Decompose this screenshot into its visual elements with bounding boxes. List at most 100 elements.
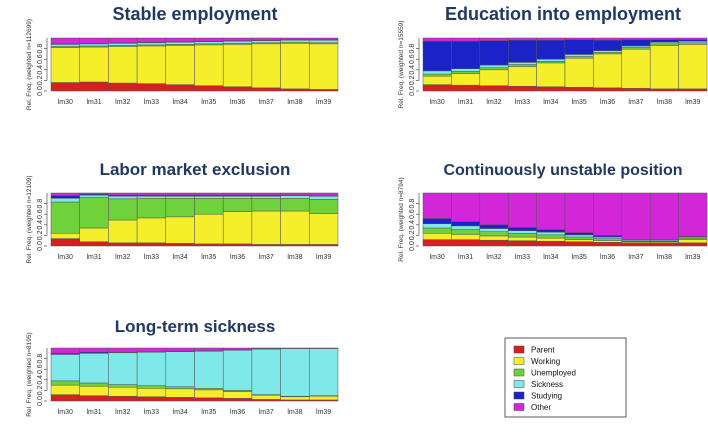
bar-segment-other-lm31 — [451, 37, 481, 42]
bar-segment-other-lm37 — [251, 347, 281, 349]
bar-segment-working-lm37 — [251, 210, 281, 245]
bar-segment-parent-lm33 — [507, 240, 537, 247]
y-tick-label: 0.6 — [409, 54, 416, 64]
bar-segment-unemployed-lm32 — [108, 198, 138, 221]
legend-label-unemployed: Unemployed — [531, 369, 576, 378]
x-tick-label: lm33 — [144, 409, 159, 416]
legend-swatch-other — [513, 403, 525, 411]
bar-segment-unemployed-lm32 — [108, 384, 138, 388]
x-tick-label: lm36 — [600, 254, 615, 261]
bar-segment-working-lm32 — [108, 219, 138, 244]
bar-segment-sickness-lm39 — [309, 348, 339, 396]
bar-segment-sickness-lm37 — [251, 195, 281, 199]
bar-segment-other-lm33 — [136, 347, 167, 352]
bar-segment-studying-lm30 — [422, 40, 452, 72]
panel-title: Education into employment — [445, 4, 681, 24]
x-tick-label: lm32 — [486, 254, 501, 261]
bar-segment-working-lm31 — [451, 234, 481, 240]
bar-segment-other-lm34 — [536, 192, 566, 230]
x-tick-label: lm39 — [316, 99, 331, 106]
bar-segment-other-lm30 — [422, 192, 452, 219]
bar-segment-parent-lm35 — [564, 241, 594, 247]
bar-segment-other-lm34 — [165, 347, 195, 352]
y-axis-label: Rel. Freq. (weighted n=12109) — [26, 176, 33, 264]
bar-segment-studying-lm30 — [422, 218, 452, 224]
x-tick-label: lm32 — [115, 409, 130, 416]
x-tick-label: lm32 — [486, 99, 501, 106]
bar-segment-parent-lm39 — [678, 88, 708, 92]
bar-segment-parent-lm34 — [165, 243, 195, 247]
y-tick-label: 0.4 — [409, 220, 416, 230]
bar-segment-working-lm37 — [621, 48, 651, 89]
bar-segment-other-lm38 — [280, 192, 310, 196]
bar-segment-sickness-lm37 — [251, 40, 281, 44]
bar-segment-other-lm38 — [280, 347, 310, 349]
y-tick-label: 0.6 — [37, 364, 44, 374]
bar-segment-other-lm32 — [108, 192, 138, 196]
bar-segment-parent-lm32 — [108, 242, 138, 247]
bar-segment-other-lm39 — [678, 192, 708, 237]
x-tick-label: lm35 — [572, 254, 587, 261]
x-tick-label: lm31 — [86, 99, 101, 106]
bar-segment-other-lm37 — [251, 37, 281, 41]
bar-segment-other-lm32 — [479, 37, 509, 41]
x-tick-label: lm38 — [657, 99, 672, 106]
bar-segment-parent-lm37 — [251, 87, 281, 92]
bar-segment-studying-lm34 — [536, 39, 566, 60]
bar-segment-other-lm35 — [564, 37, 594, 40]
x-tick-label: lm37 — [259, 409, 274, 416]
bar-segment-other-lm31 — [79, 347, 109, 353]
bar-segment-sickness-lm34 — [165, 351, 195, 387]
x-tick-label: lm38 — [287, 99, 302, 106]
bar-segment-unemployed-lm34 — [165, 198, 195, 218]
bar-segment-other-lm32 — [108, 347, 138, 353]
legend-label-working: Working — [531, 357, 560, 366]
bar-segment-parent-lm30 — [50, 238, 80, 247]
bar-segment-working-lm38 — [649, 45, 679, 90]
bar-segment-parent-lm31 — [79, 395, 109, 402]
legend: Parent Working Unemployed Sickness Studying O… — [504, 337, 627, 418]
bar-segment-studying-lm33 — [507, 39, 537, 63]
bar-segment-unemployed-lm36 — [593, 238, 623, 241]
bar-segment-studying-lm35 — [564, 232, 594, 236]
bar-segment-other-lm37 — [621, 192, 651, 240]
bar-segment-sickness-lm38 — [280, 195, 310, 199]
bar-segment-studying-lm31 — [451, 40, 481, 69]
bar-segment-parent-lm36 — [222, 86, 253, 92]
x-tick-label: lm33 — [144, 254, 159, 261]
bar-segment-working-lm36 — [222, 211, 253, 245]
y-tick-label: 0.0 — [37, 86, 44, 96]
bar-segment-sickness-lm32 — [479, 64, 509, 68]
x-tick-label: lm34 — [173, 254, 188, 261]
bar-segment-other-lm31 — [451, 192, 481, 222]
panel-title: Stable employment — [112, 4, 277, 24]
bar-segment-other-lm33 — [507, 192, 537, 228]
bar-segment-working-lm39 — [678, 44, 708, 90]
bar-segment-parent-lm35 — [564, 87, 594, 92]
bar-segment-sickness-lm36 — [222, 349, 253, 391]
bar-segment-working-lm36 — [222, 44, 253, 88]
bar-segment-sickness-lm33 — [507, 230, 537, 234]
bar-segment-working-lm31 — [79, 385, 109, 396]
x-tick-label: lm31 — [458, 99, 473, 106]
bar-segment-unemployed-lm35 — [564, 236, 594, 240]
y-tick-label: 0.0 — [37, 241, 44, 251]
y-tick-label: 0.4 — [409, 65, 416, 75]
bar-segment-other-lm35 — [194, 37, 224, 42]
bar-segment-sickness-lm31 — [79, 43, 109, 47]
x-tick-label: lm32 — [115, 99, 130, 106]
x-tick-label: lm35 — [201, 254, 216, 261]
bar-segment-working-lm37 — [251, 43, 281, 89]
bar-segment-parent-lm38 — [649, 88, 679, 92]
bar-segment-parent-lm32 — [479, 85, 509, 92]
bar-segment-sickness-lm34 — [536, 231, 566, 236]
bar-segment-parent-lm32 — [108, 395, 138, 402]
bar-segment-sickness-lm30 — [422, 70, 452, 75]
x-tick-label: lm39 — [316, 254, 331, 261]
bar-segment-parent-lm30 — [422, 239, 452, 247]
bar-segment-working-lm32 — [108, 46, 138, 84]
bar-segment-working-lm35 — [564, 239, 594, 243]
bar-segment-sickness-lm39 — [309, 195, 339, 200]
bar-segment-unemployed-lm33 — [136, 198, 167, 219]
